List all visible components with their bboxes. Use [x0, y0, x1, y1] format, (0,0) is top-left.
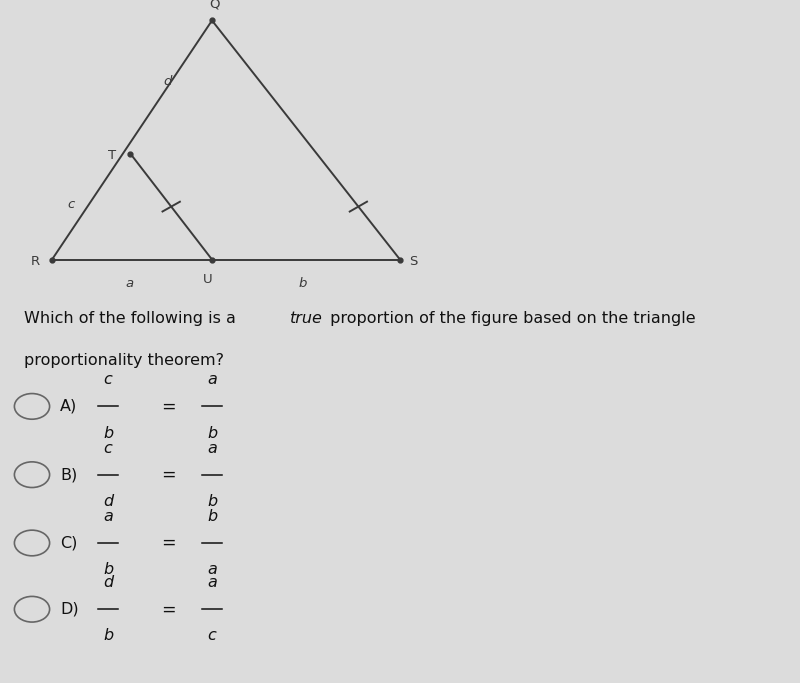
Text: d: d [103, 494, 113, 509]
Text: c: c [104, 372, 112, 387]
Text: a: a [103, 509, 113, 524]
Text: proportionality theorem?: proportionality theorem? [24, 353, 224, 368]
Text: c: c [104, 441, 112, 456]
Text: Which of the following is a: Which of the following is a [24, 311, 241, 326]
Text: a: a [126, 277, 134, 290]
Text: Q: Q [209, 0, 220, 10]
Text: b: b [207, 509, 217, 524]
Text: =: = [161, 466, 175, 484]
Text: a: a [207, 441, 217, 456]
Text: b: b [103, 426, 113, 441]
Text: b: b [103, 628, 113, 643]
Text: T: T [108, 148, 116, 162]
Text: b: b [207, 494, 217, 509]
Text: C): C) [60, 535, 78, 550]
Text: =: = [161, 600, 175, 618]
Text: =: = [161, 534, 175, 552]
Text: D): D) [60, 602, 78, 617]
Text: =: = [161, 398, 175, 415]
Text: S: S [410, 255, 418, 268]
Text: d: d [164, 75, 172, 89]
Text: B): B) [60, 467, 78, 482]
Text: b: b [207, 426, 217, 441]
Text: c: c [67, 198, 74, 212]
Text: true: true [290, 311, 322, 326]
Text: a: a [207, 562, 217, 577]
Text: b: b [103, 562, 113, 577]
Text: a: a [207, 575, 217, 590]
Text: d: d [103, 575, 113, 590]
Text: proportion of the figure based on the triangle: proportion of the figure based on the tr… [325, 311, 695, 326]
Text: U: U [203, 273, 213, 286]
Text: R: R [31, 255, 40, 268]
Text: c: c [208, 628, 216, 643]
Text: b: b [298, 277, 306, 290]
Text: A): A) [60, 399, 78, 414]
Text: a: a [207, 372, 217, 387]
